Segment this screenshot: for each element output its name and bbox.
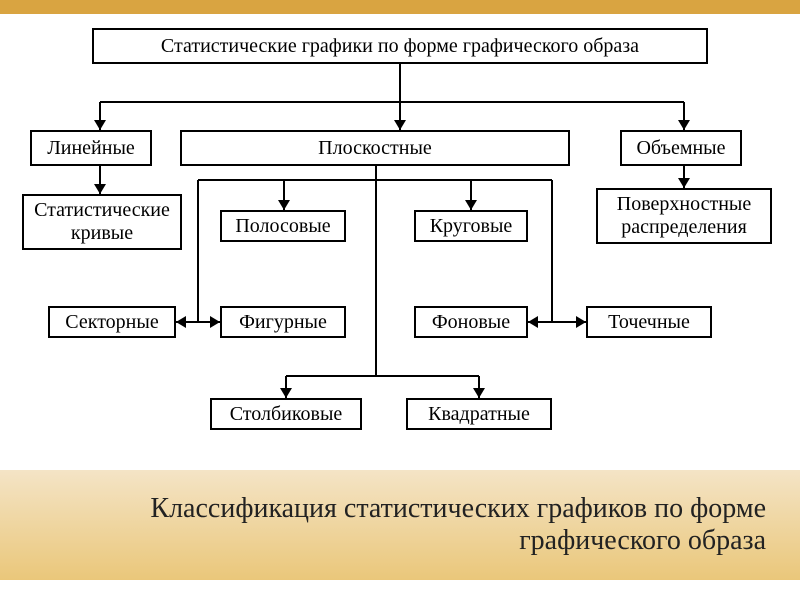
node-point-label: Точечные — [608, 311, 690, 334]
caption-text: Классификация статистических графиков по… — [10, 493, 766, 557]
node-circular: Круговые — [414, 210, 528, 242]
node-volumetric: Объемные — [620, 130, 742, 166]
node-strip-label: Полосовые — [235, 215, 330, 238]
node-statcurves-label: Статистические кривые — [30, 199, 174, 245]
node-columnar: Столбиковые — [210, 398, 362, 430]
node-square: Квадратные — [406, 398, 552, 430]
node-volumetric-label: Объемные — [636, 137, 725, 160]
node-surface-label: Поверхностные распределения — [604, 193, 764, 239]
node-root-label: Статистические графики по форме графичес… — [161, 35, 639, 58]
node-root: Статистические графики по форме графичес… — [92, 28, 708, 64]
node-linear: Линейные — [30, 130, 152, 166]
node-figured: Фигурные — [220, 306, 346, 338]
node-figured-label: Фигурные — [239, 311, 327, 334]
node-planar: Плоскостные — [180, 130, 570, 166]
node-columnar-label: Столбиковые — [230, 403, 343, 426]
node-sector-label: Секторные — [65, 311, 158, 334]
node-background: Фоновые — [414, 306, 528, 338]
node-statcurves: Статистические кривые — [22, 194, 182, 250]
caption-band: Классификация статистических графиков по… — [0, 470, 800, 580]
node-square-label: Квадратные — [428, 403, 530, 426]
node-circular-label: Круговые — [430, 215, 513, 238]
node-planar-label: Плоскостные — [318, 137, 432, 160]
node-point: Точечные — [586, 306, 712, 338]
node-sector: Секторные — [48, 306, 176, 338]
node-background-label: Фоновые — [432, 311, 510, 334]
node-strip: Полосовые — [220, 210, 346, 242]
node-surface: Поверхностные распределения — [596, 188, 772, 244]
node-linear-label: Линейные — [47, 137, 135, 160]
